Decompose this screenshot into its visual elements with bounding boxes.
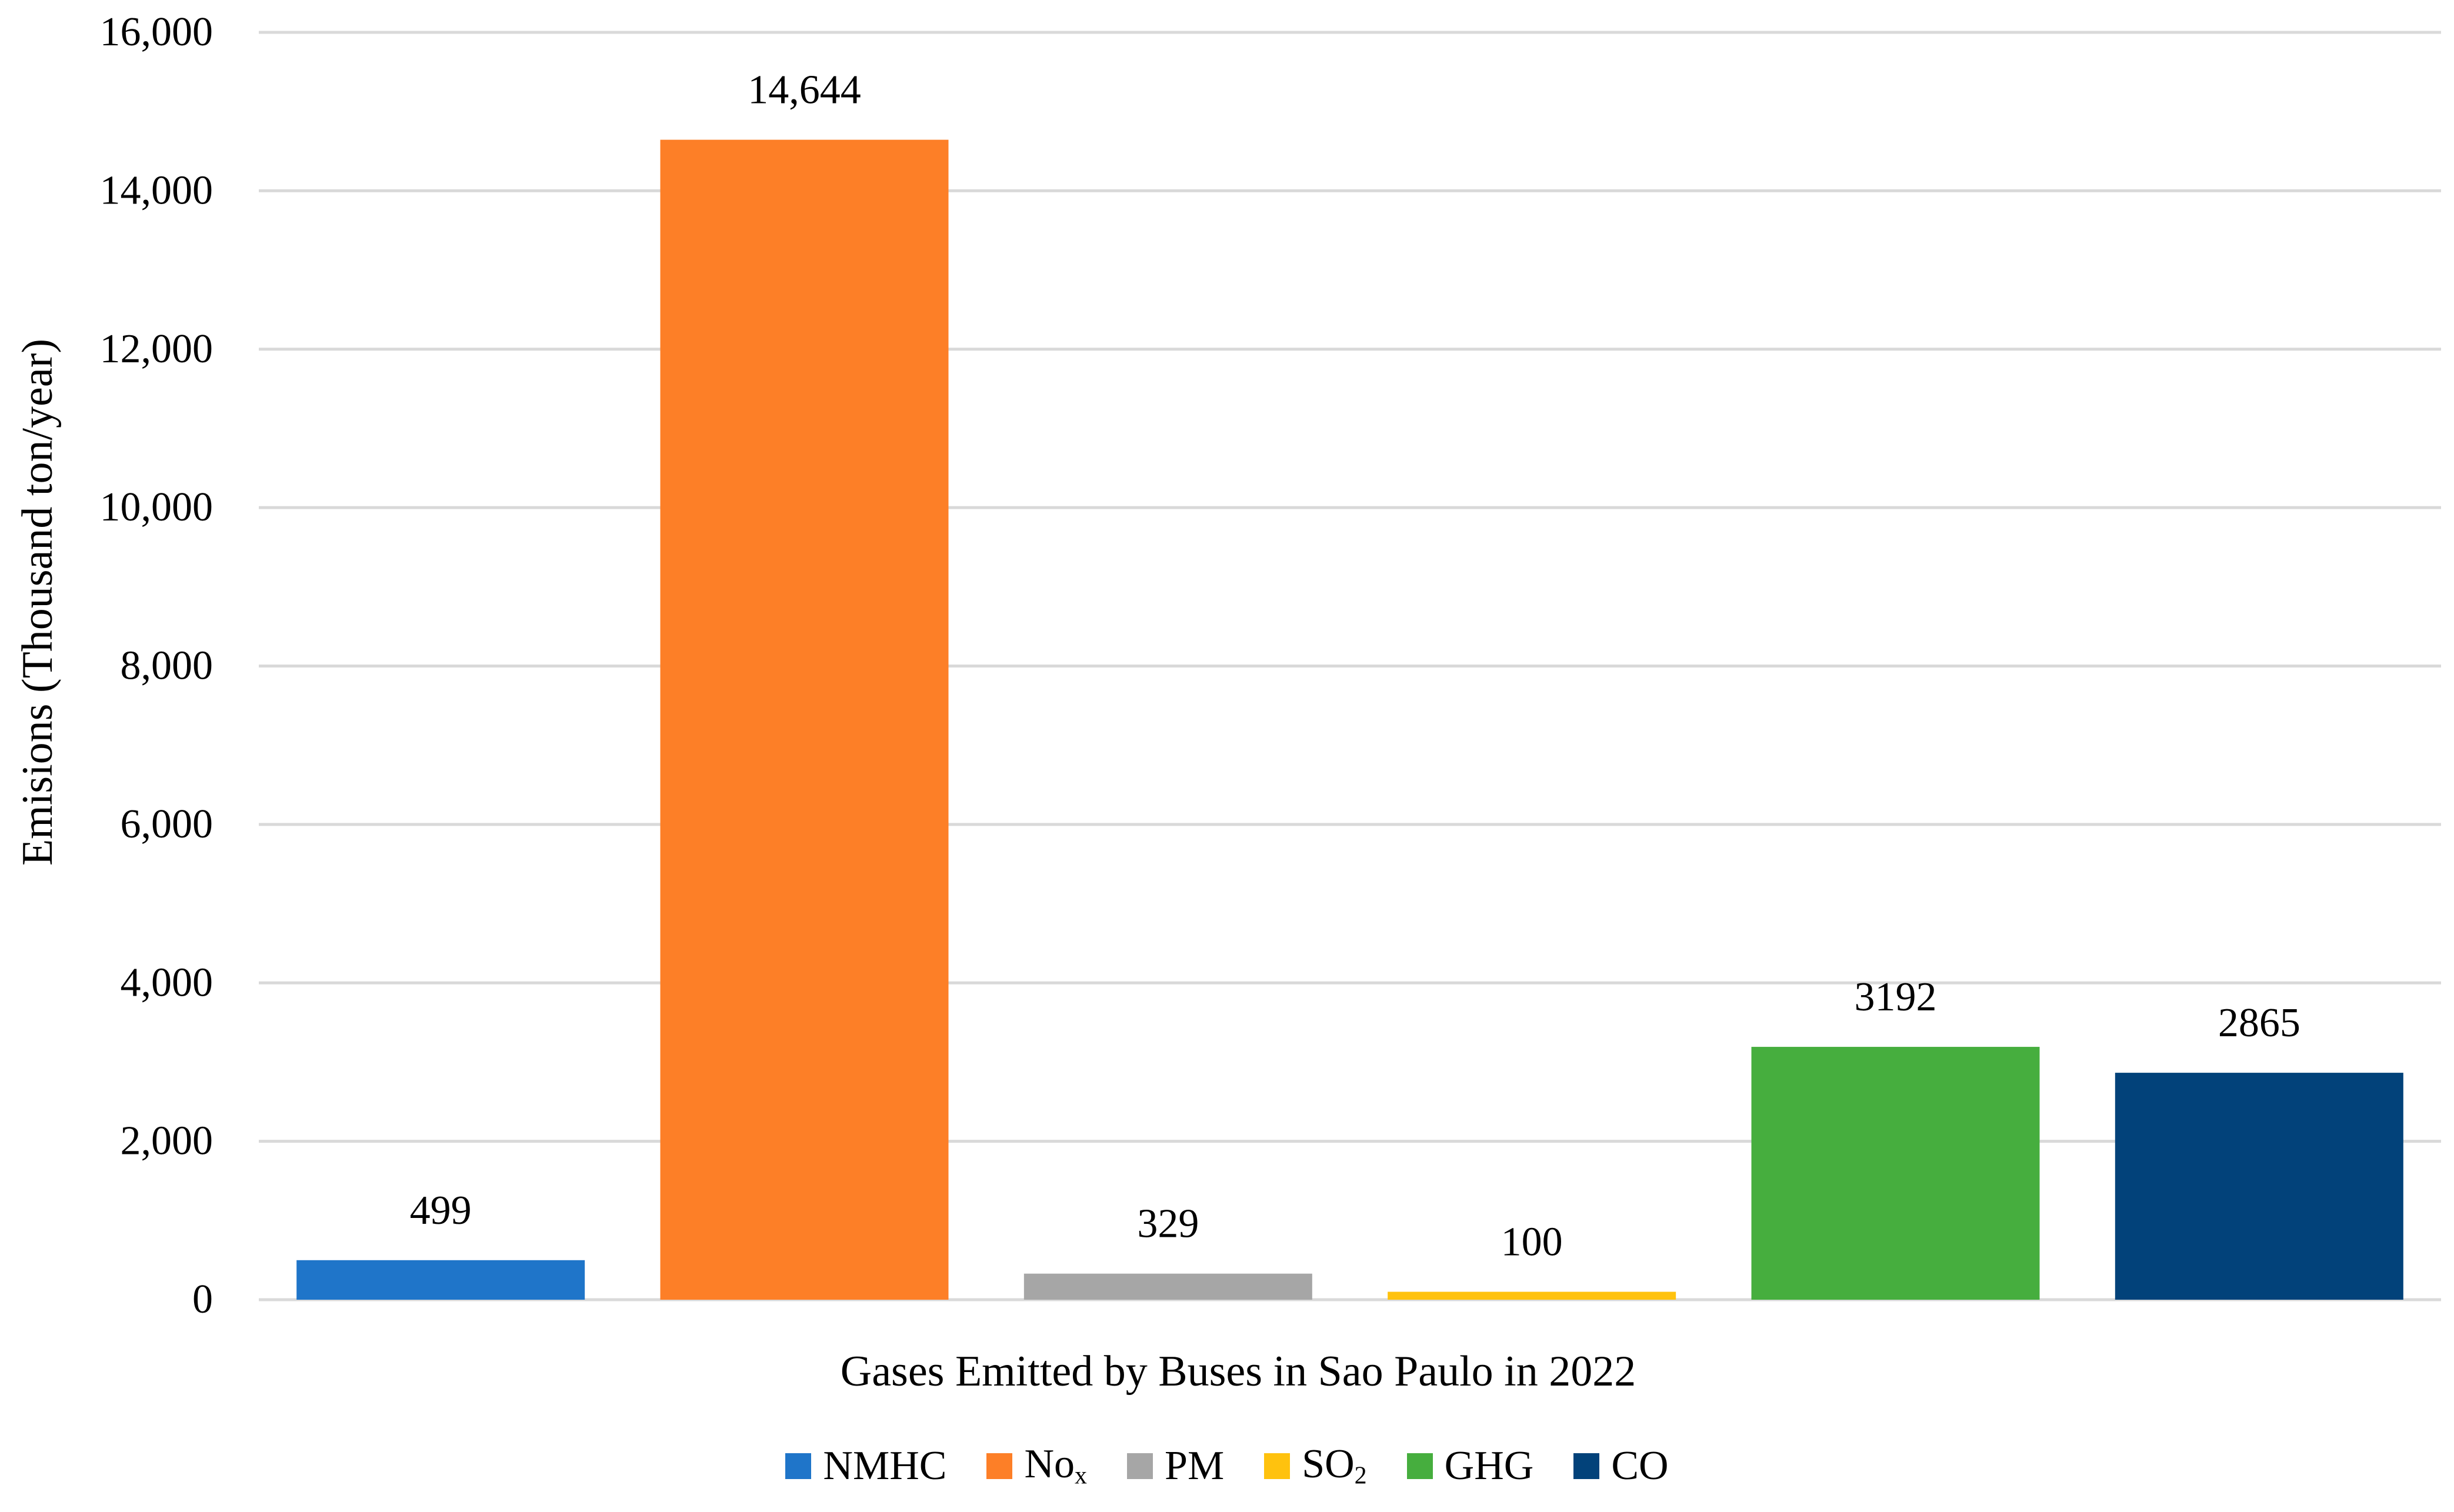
y-tick-label: 8,000 xyxy=(121,643,214,689)
data-label-nmhc: 499 xyxy=(410,1188,472,1233)
legend: NMHC Nox PM SO2 GHG CO xyxy=(0,1444,2454,1488)
bar-nox xyxy=(660,139,949,1300)
y-axis-ticks: 0 2,000 4,000 6,000 8,000 10,000 12,000 14,000 1… xyxy=(100,9,214,1322)
legend-item-so2: SO2 xyxy=(1264,1441,1367,1490)
bar-so2 xyxy=(1388,1291,1676,1300)
y-tick-label: 6,000 xyxy=(121,802,214,847)
y-tick-label: 4,000 xyxy=(121,960,214,1005)
legend-item-nmhc: NMHC xyxy=(785,1443,947,1488)
legend-swatch xyxy=(1573,1453,1600,1479)
legend-label: PM xyxy=(1165,1443,1225,1488)
y-tick-label: 0 xyxy=(192,1277,213,1322)
bar-ghg xyxy=(1751,1047,2040,1300)
legend-item-co: CO xyxy=(1573,1443,1669,1488)
data-label-co: 2865 xyxy=(2218,1000,2300,1046)
x-axis-label: Gases Emitted by Buses in Sao Paulo in 2… xyxy=(841,1347,1636,1396)
y-tick-label: 10,000 xyxy=(100,485,214,530)
legend-swatch xyxy=(1264,1453,1291,1479)
legend-label: NMHC xyxy=(823,1443,947,1488)
data-label-nox: 14,644 xyxy=(748,68,861,113)
bar-nmhc xyxy=(296,1260,585,1300)
y-tick-label: 12,000 xyxy=(100,326,214,372)
data-label-ghg: 3192 xyxy=(1855,974,1937,1020)
y-tick-label: 2,000 xyxy=(121,1119,214,1164)
legend-label: CO xyxy=(1611,1443,1669,1488)
bar-pm xyxy=(1023,1273,1312,1300)
legend-swatch xyxy=(785,1453,812,1479)
legend-swatch xyxy=(1127,1453,1153,1479)
legend-swatch xyxy=(986,1453,1013,1479)
y-tick-label: 16,000 xyxy=(100,9,214,55)
bars xyxy=(296,139,2403,1300)
legend-label: SO2 xyxy=(1302,1441,1367,1490)
bar-co xyxy=(2115,1073,2403,1300)
legend-item-ghg: GHG xyxy=(1406,1443,1534,1488)
data-label-pm: 329 xyxy=(1137,1201,1199,1247)
data-label-so2: 100 xyxy=(1501,1220,1563,1265)
legend-item-nox: Nox xyxy=(986,1444,1087,1488)
data-labels: 499 14,644 329 100 3192 2865 xyxy=(410,68,2300,1265)
gridlines xyxy=(259,31,2441,1301)
y-tick-label: 14,000 xyxy=(100,168,214,213)
legend-item-pm: PM xyxy=(1127,1443,1225,1488)
legend-label: Nox xyxy=(1024,1441,1088,1490)
y-axis-label: Emisions (Thousand ton/year) xyxy=(14,339,62,866)
legend-swatch xyxy=(1406,1453,1433,1479)
legend-label: GHG xyxy=(1444,1443,1534,1488)
